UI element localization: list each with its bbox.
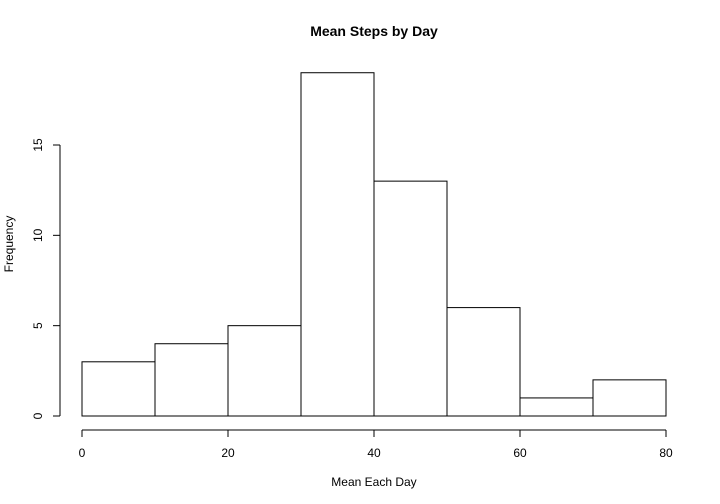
x-tick-label-20: 20 xyxy=(221,446,235,460)
y-tick-label-5: 5 xyxy=(31,322,45,329)
x-axis: 0 20 40 60 80 xyxy=(79,429,673,460)
x-tick-label-0: 0 xyxy=(79,446,86,460)
y-axis-label: Frequency xyxy=(2,216,16,273)
y-tick-label-0: 0 xyxy=(31,412,45,419)
chart-title: Mean Steps by Day xyxy=(310,23,438,39)
histogram-bar-70-80 xyxy=(592,379,667,417)
x-axis-label: Mean Each Day xyxy=(331,475,416,489)
x-tick-label-60: 60 xyxy=(513,446,527,460)
x-tick-label-40: 40 xyxy=(367,446,381,460)
y-axis: 0 5 10 15 xyxy=(31,138,61,419)
bars-group xyxy=(81,72,667,417)
histogram-bar-60-70 xyxy=(519,397,594,417)
histogram-bar-0-10 xyxy=(81,361,156,417)
y-tick-label-15: 15 xyxy=(31,138,45,152)
histogram-bar-20-30 xyxy=(227,325,302,417)
histogram-bar-10-20 xyxy=(154,343,229,417)
histogram-bar-30-40 xyxy=(300,72,375,417)
histogram-bar-40-50 xyxy=(373,180,448,417)
y-tick-label-10: 10 xyxy=(31,228,45,242)
histogram-bar-50-60 xyxy=(446,307,521,417)
x-tick-label-80: 80 xyxy=(659,446,673,460)
